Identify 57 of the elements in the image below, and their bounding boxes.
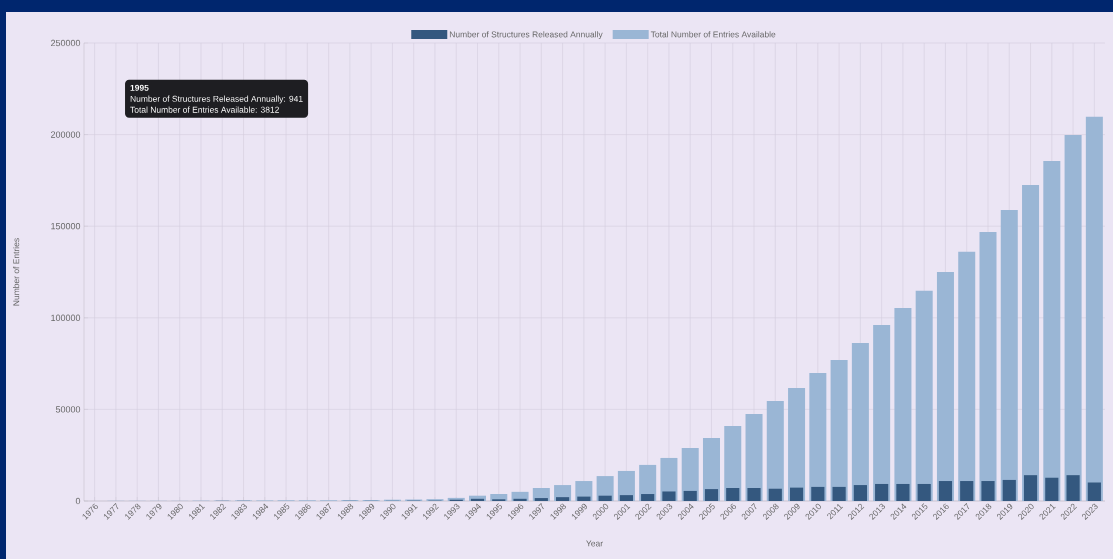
annotation: 1995 [130, 84, 149, 91]
y-tick-label: 250000 [51, 39, 81, 47]
bar [1002, 479, 1016, 501]
bar [788, 387, 806, 501]
bar [915, 290, 933, 501]
bar [936, 272, 954, 501]
bar [534, 498, 548, 501]
bar [789, 487, 804, 501]
y-tick-label: 50000 [55, 406, 81, 413]
bar [851, 342, 869, 501]
bar [1022, 184, 1040, 501]
bar [958, 251, 976, 501]
bar [662, 491, 676, 501]
bar [960, 481, 974, 501]
bar [1087, 482, 1101, 501]
bar [917, 483, 931, 501]
bar [619, 495, 633, 501]
y-tick-label: 0 [75, 497, 81, 505]
bar [1000, 209, 1018, 501]
bar [1045, 477, 1059, 501]
annotation: Number of Structures Released Annually: 941 [130, 95, 303, 104]
annotation: Total Number of Entries Available: 3812 [130, 106, 279, 113]
bar [832, 486, 846, 501]
bar [853, 485, 867, 501]
bar [811, 486, 825, 501]
bar [896, 483, 910, 501]
bar [513, 498, 527, 501]
x-axis-title: Year [586, 540, 603, 547]
bar [641, 494, 655, 501]
legend-label: Total Number of Entries Available [650, 31, 776, 38]
bar [1043, 160, 1061, 501]
bar [768, 488, 782, 501]
y-tick-label: 150000 [51, 223, 81, 230]
bar [894, 307, 912, 501]
bar [979, 231, 997, 501]
bar [938, 481, 953, 501]
bar [747, 487, 761, 501]
bar [1085, 116, 1103, 501]
legend-label: Number of Structures Released Annually [449, 31, 603, 40]
y-axis-title: Number of Entries [13, 238, 20, 306]
bar [875, 483, 889, 501]
bar [981, 481, 995, 501]
bar [1064, 134, 1082, 501]
bar [577, 496, 591, 501]
y-tick-label: 100000 [51, 314, 81, 321]
y-tick-label: 200000 [51, 131, 81, 138]
bar [683, 490, 697, 501]
bar [873, 324, 891, 501]
bar [598, 495, 612, 501]
bar [830, 359, 848, 501]
bar [704, 489, 719, 501]
bar [726, 487, 740, 501]
bar [766, 400, 784, 501]
bar [556, 497, 570, 501]
bar [809, 372, 827, 501]
bar [1023, 475, 1038, 501]
bar [1066, 475, 1080, 501]
